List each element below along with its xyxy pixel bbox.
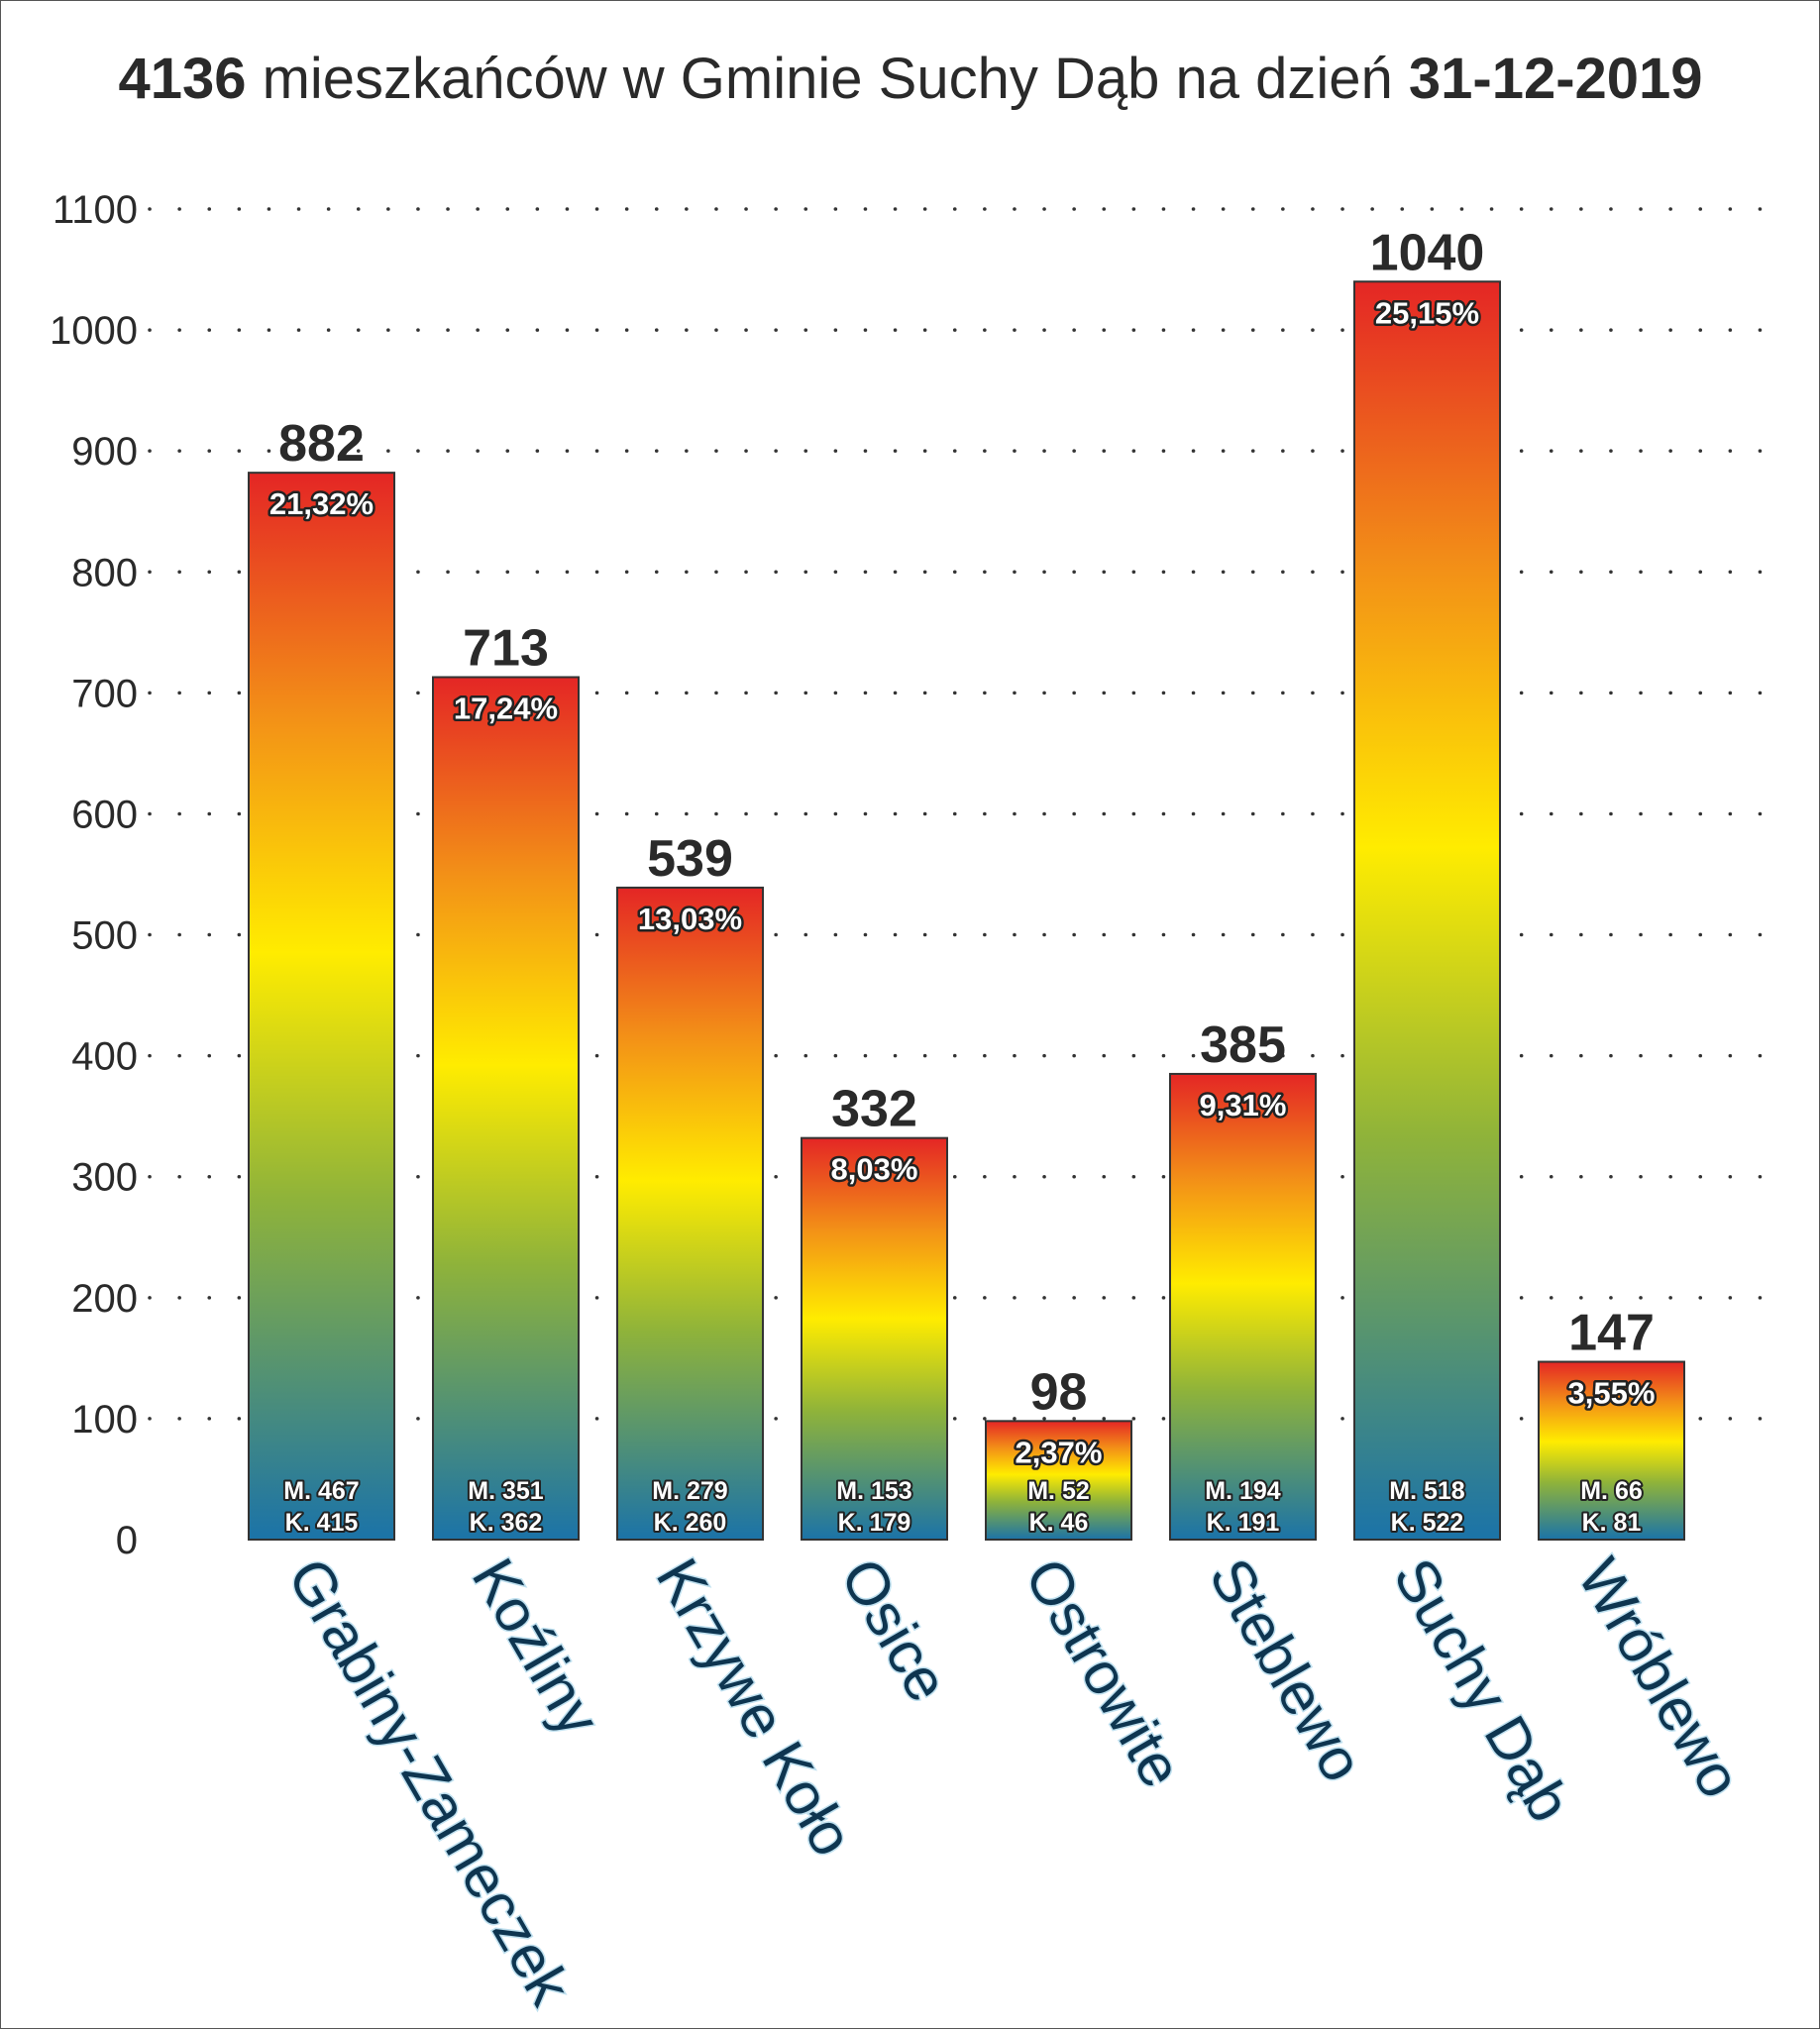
value-label: 98 [1030, 1363, 1088, 1421]
bar [248, 472, 395, 1541]
male-count-label: M. 52 [1027, 1477, 1090, 1505]
male-count-label: M. 153 [836, 1477, 911, 1505]
female-count-label: K. 179 [838, 1509, 911, 1537]
male-count-label: M. 351 [468, 1477, 544, 1505]
percent-label: 21,32% [269, 486, 374, 521]
y-tick-label: 300 [71, 1156, 138, 1200]
percent-label: 2,37% [1016, 1435, 1103, 1469]
category-label: Osice [828, 1548, 962, 1712]
category-label: Steblewo [1197, 1548, 1376, 1792]
bar [1353, 280, 1501, 1542]
female-count-label: K. 260 [654, 1509, 727, 1537]
category-label: Koźliny [460, 1548, 613, 1747]
percent-label: 8,03% [831, 1152, 918, 1187]
value-label: 539 [647, 830, 733, 888]
percent-label: 3,55% [1568, 1376, 1656, 1411]
chart-title: 4136 mieszkańców w Gminie Suchy Dąb na d… [118, 47, 1702, 111]
bar-labels: 882 21,32% M. 467 K. 415 713 17,24% M. 351 K. 3… [267, 224, 1658, 1539]
y-tick-label: 500 [71, 914, 138, 958]
title-text: mieszkańców w Gminie Suchy Dąb na dzień [246, 47, 1408, 111]
bars [248, 280, 1685, 1542]
y-tick-label: 400 [71, 1035, 138, 1079]
y-axis: 0 100 200 300 400 500 600 700 800 900 1000 1100 [50, 188, 138, 1562]
male-count-label: M. 194 [1205, 1477, 1281, 1505]
bar [801, 1136, 948, 1542]
male-count-label: M. 518 [1389, 1477, 1465, 1505]
percent-label: 25,15% [1375, 295, 1479, 330]
y-tick-label: 200 [71, 1277, 138, 1321]
category-label: Ostrowite [1013, 1548, 1196, 1798]
bar [985, 1420, 1132, 1542]
bar [432, 676, 580, 1541]
category-label: Wróblewo [1565, 1548, 1755, 1809]
value-label: 332 [831, 1081, 917, 1138]
category-label: Suchy Dąb [1381, 1548, 1584, 1833]
female-count-label: K. 522 [1391, 1509, 1464, 1537]
value-label: 882 [278, 415, 365, 473]
bar [1169, 1072, 1317, 1541]
title-total: 4136 [118, 47, 246, 111]
value-label: 1040 [1370, 224, 1485, 281]
bar [1538, 1360, 1685, 1541]
y-tick-label: 600 [71, 793, 138, 836]
y-tick-label: 100 [71, 1398, 138, 1442]
y-tick-label: 700 [71, 672, 138, 715]
y-tick-label: 1100 [53, 188, 138, 232]
percent-label: 17,24% [454, 691, 558, 725]
y-tick-label: 900 [71, 430, 138, 474]
value-label: 713 [463, 619, 549, 677]
female-count-label: K. 81 [1582, 1509, 1642, 1537]
category-label: Krzywe Koło [644, 1548, 867, 1867]
percent-label: 9,31% [1200, 1088, 1287, 1122]
male-count-label: M. 66 [1580, 1477, 1643, 1505]
value-label: 147 [1568, 1305, 1655, 1362]
female-count-label: K. 191 [1207, 1509, 1280, 1537]
value-label: 385 [1200, 1016, 1286, 1074]
female-count-label: K. 362 [470, 1509, 543, 1537]
female-count-label: K. 415 [285, 1509, 359, 1537]
grid-lines [148, 207, 1791, 1421]
female-count-label: K. 46 [1029, 1509, 1089, 1537]
title-date: 31-12-2019 [1409, 47, 1703, 111]
percent-label: 13,03% [638, 902, 742, 936]
male-count-label: M. 279 [652, 1477, 727, 1505]
y-tick-label: 800 [71, 551, 138, 594]
y-tick-label: 0 [116, 1519, 138, 1562]
male-count-label: M. 467 [283, 1477, 359, 1505]
y-tick-label: 1000 [50, 309, 138, 353]
bar [616, 886, 764, 1541]
